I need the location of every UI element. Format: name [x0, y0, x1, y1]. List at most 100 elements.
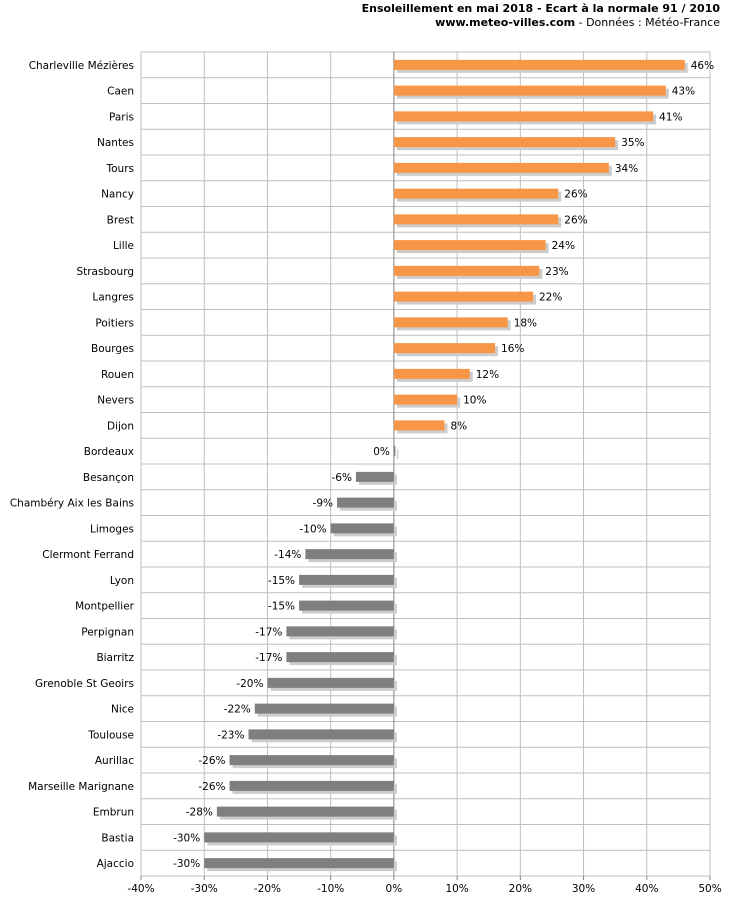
category-label: Nantes [97, 137, 134, 149]
data-label: 10% [463, 395, 486, 407]
data-label: 12% [476, 369, 499, 381]
category-label: Nevers [97, 395, 134, 407]
category-label: Nice [111, 704, 134, 716]
category-label: Caen [107, 86, 134, 98]
x-tick-label: 20% [509, 883, 532, 895]
data-label: -28% [186, 807, 213, 819]
category-label: Langres [92, 292, 134, 304]
category-label: Biarritz [96, 652, 134, 664]
category-label: Bordeaux [84, 446, 134, 458]
data-label: -9% [313, 498, 333, 510]
bar [393, 188, 559, 199]
data-label: 41% [659, 111, 682, 123]
category-label: Toulouse [87, 729, 134, 741]
category-label: Marseille Marignane [28, 781, 134, 793]
category-label: Dijon [107, 420, 134, 432]
data-label: -15% [268, 601, 295, 613]
bar [204, 858, 394, 869]
category-label: Besançon [83, 472, 134, 484]
x-tick-label: 50% [698, 883, 721, 895]
category-label: Rouen [101, 369, 134, 381]
bar [393, 343, 496, 354]
bar [393, 446, 396, 457]
data-label: -26% [198, 781, 225, 793]
source-site: www.meteo-villes.com [435, 16, 576, 29]
chart-header: Ensoleillement en mai 2018 - Ecart à la … [362, 2, 720, 30]
data-label: 34% [615, 163, 638, 175]
data-label: -17% [255, 652, 282, 664]
x-tick-label: 10% [445, 883, 468, 895]
bar [305, 549, 394, 560]
data-label: 23% [545, 266, 568, 278]
bar [336, 497, 394, 508]
chart-title: Ensoleillement en mai 2018 - Ecart à la … [361, 2, 720, 15]
data-label: 22% [539, 292, 562, 304]
bar [299, 600, 394, 611]
bar [229, 780, 394, 791]
bar [393, 420, 445, 431]
data-label: -20% [236, 678, 263, 690]
bar [393, 214, 559, 225]
x-tick-label: 30% [572, 883, 595, 895]
bar [286, 652, 394, 663]
bar [393, 111, 654, 122]
bar [393, 291, 533, 302]
category-label: Aurillac [95, 755, 134, 767]
x-tick-label: -20% [254, 883, 281, 895]
category-label: Ajaccio [97, 858, 134, 870]
data-label: -22% [224, 704, 251, 716]
bar-shadow [396, 449, 399, 460]
data-label: 46% [691, 60, 714, 72]
category-label: Nancy [101, 189, 134, 201]
data-label: -30% [173, 832, 200, 844]
bar [254, 703, 394, 714]
bar [393, 317, 508, 328]
category-label: Chambéry Aix les Bains [10, 498, 134, 510]
bar [393, 59, 685, 70]
bar [286, 626, 394, 637]
bar [393, 394, 458, 405]
x-tick-label: -40% [127, 883, 154, 895]
bar [393, 368, 470, 379]
data-label: 26% [564, 214, 587, 226]
data-label: -15% [268, 575, 295, 587]
bar [330, 523, 394, 534]
bar [393, 137, 616, 148]
bar [393, 240, 546, 251]
x-tick-label: 40% [635, 883, 658, 895]
category-label: Paris [109, 111, 134, 123]
category-label: Montpellier [75, 601, 135, 613]
data-label: -10% [300, 523, 327, 535]
data-label: 18% [514, 317, 537, 329]
category-label: Lyon [110, 575, 134, 587]
bar [393, 85, 666, 96]
data-label: -26% [198, 755, 225, 767]
bar [204, 832, 394, 843]
bar [355, 471, 394, 482]
bar [248, 729, 394, 740]
bar [229, 755, 394, 766]
data-label: 16% [501, 343, 524, 355]
category-label: Charleville Mézières [29, 60, 134, 72]
data-label: 35% [621, 137, 644, 149]
source-credit: - Données : Météo-France [575, 16, 720, 29]
category-label: Bourges [91, 343, 134, 355]
category-label: Clermont Ferrand [42, 549, 134, 561]
category-label: Bastia [101, 832, 134, 844]
data-label: -30% [173, 858, 200, 870]
category-label: Poitiers [95, 317, 134, 329]
category-label: Tours [106, 163, 135, 175]
category-label: Limoges [90, 523, 134, 535]
category-label: Brest [107, 214, 134, 226]
category-label: Grenoble St Geoirs [35, 678, 134, 690]
bar [393, 162, 609, 173]
bar [267, 677, 394, 688]
bar [393, 265, 540, 276]
data-label: 0% [373, 446, 390, 458]
data-label: 26% [564, 189, 587, 201]
category-label: Lille [113, 240, 134, 252]
data-label: -17% [255, 626, 282, 638]
x-tick-label: 0% [386, 883, 403, 895]
x-tick-label: -10% [317, 883, 344, 895]
